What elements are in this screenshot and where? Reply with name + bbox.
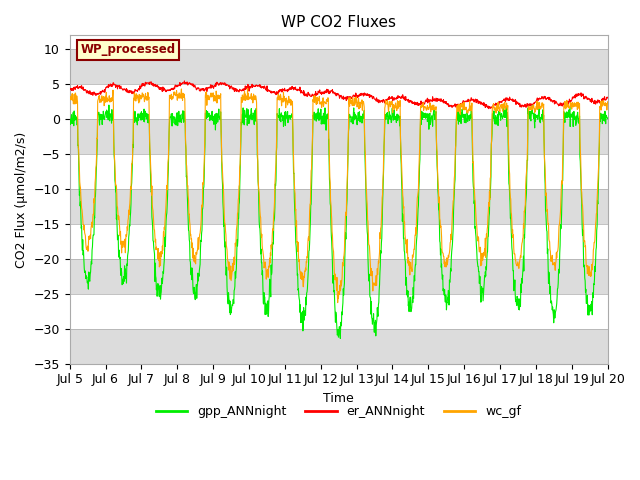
- Bar: [70, 259, 607, 294]
- Bar: [70, 329, 607, 364]
- Bar: [70, 49, 607, 84]
- Legend: gpp_ANNnight, er_ANNnight, wc_gf: gpp_ANNnight, er_ANNnight, wc_gf: [151, 400, 526, 423]
- X-axis label: Time: Time: [323, 392, 354, 405]
- Title: WP CO2 Fluxes: WP CO2 Fluxes: [281, 15, 396, 30]
- Text: WP_processed: WP_processed: [81, 43, 175, 56]
- Y-axis label: CO2 Flux (μmol/m2/s): CO2 Flux (μmol/m2/s): [15, 132, 28, 268]
- Bar: [70, 189, 607, 224]
- Bar: [70, 119, 607, 154]
